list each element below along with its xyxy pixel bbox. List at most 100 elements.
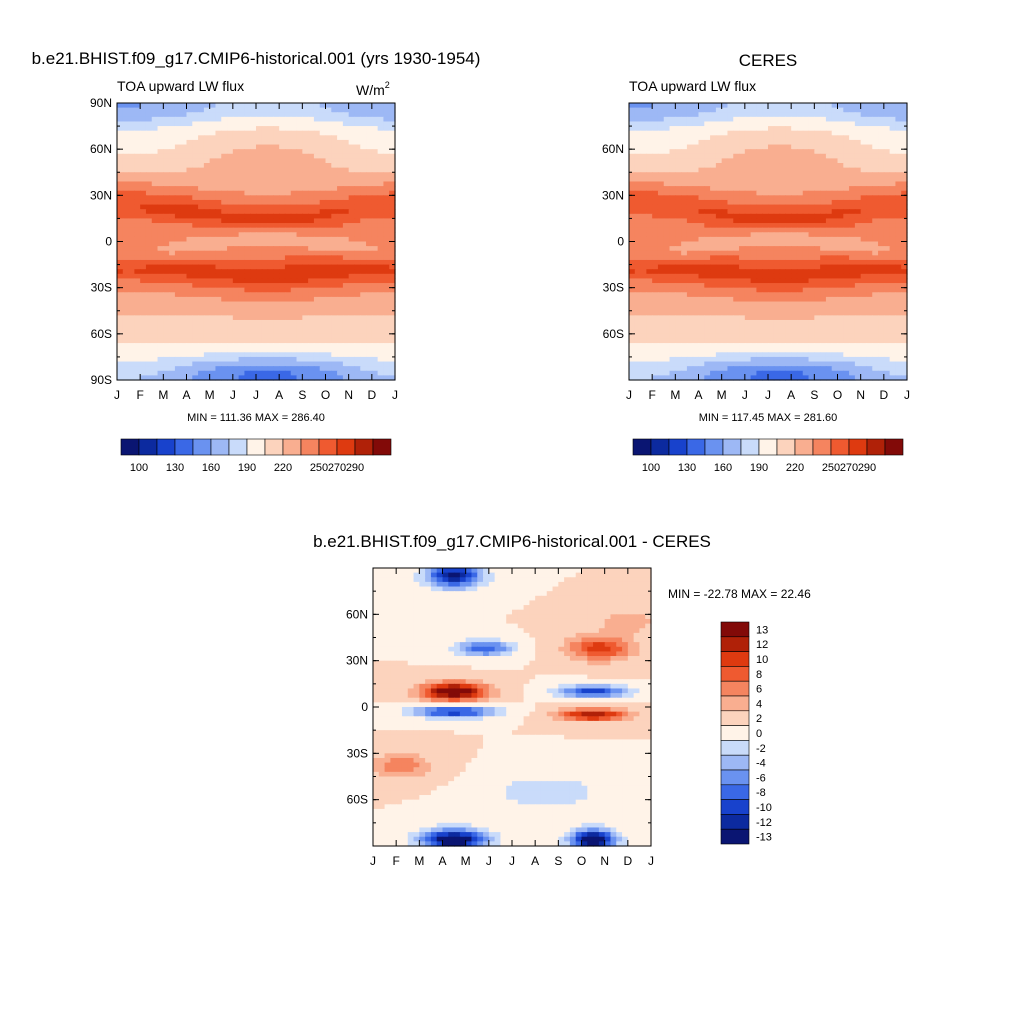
ceres-cell	[710, 139, 717, 146]
ceres-cell	[895, 273, 902, 280]
model-cell	[250, 163, 257, 169]
model-cell	[279, 158, 286, 164]
model-cell	[186, 107, 193, 113]
model-cell	[383, 361, 390, 367]
ceres-cell	[825, 218, 833, 224]
model-cell	[209, 250, 217, 256]
model-cell	[186, 236, 193, 243]
model-cell	[128, 135, 135, 141]
model-cell	[174, 199, 182, 206]
ceres-cell	[878, 236, 885, 243]
ceres-cell	[733, 112, 740, 118]
model-cell	[134, 296, 141, 303]
ceres-cell	[675, 181, 682, 187]
model-cell	[157, 149, 164, 155]
model-cell	[256, 343, 263, 349]
ceres-cell	[750, 213, 758, 220]
model-cell	[151, 269, 159, 275]
ceres-cell	[866, 246, 873, 252]
ceres-cell	[831, 153, 839, 159]
ceres-cell	[883, 292, 891, 298]
ceres-cell	[854, 236, 862, 243]
model-cell	[244, 259, 251, 266]
model-cell	[250, 186, 257, 192]
model-cell	[215, 255, 222, 261]
model-cell	[180, 241, 188, 247]
model-cell	[192, 130, 199, 136]
model-cell	[256, 232, 263, 238]
ceres-cell	[692, 167, 700, 173]
model-cell	[174, 209, 182, 215]
ceres-cell	[796, 209, 804, 215]
model-cell	[296, 255, 303, 261]
model-cell	[250, 199, 257, 206]
model-cell	[313, 186, 321, 192]
ceres-cell	[715, 241, 723, 247]
model-cell	[145, 264, 153, 270]
ceres-cell	[837, 116, 844, 123]
ceres-cell	[715, 158, 723, 164]
ceres-cell	[727, 121, 734, 127]
ceres-cell	[768, 135, 775, 141]
ceres-cell	[629, 158, 636, 164]
ceres-cell	[825, 130, 833, 136]
model-x-tick-label: A	[182, 388, 190, 402]
model-cell	[302, 163, 309, 169]
ceres-cell	[808, 116, 815, 123]
model-cell	[331, 167, 338, 173]
ceres-cell	[698, 204, 705, 210]
ceres-cell	[681, 190, 688, 196]
ceres-cell	[901, 287, 908, 293]
model-cell	[134, 283, 141, 289]
model-cell	[117, 190, 124, 196]
ceres-cell	[762, 112, 769, 118]
model-cell	[227, 319, 234, 326]
ceres-cell	[820, 139, 827, 146]
ceres-cell	[866, 209, 873, 215]
model-cell	[348, 144, 356, 150]
ceres-cell	[669, 264, 676, 270]
ceres-cell	[872, 190, 879, 196]
ceres-cell	[640, 144, 647, 150]
model-cell	[163, 213, 170, 220]
ceres-cell	[663, 144, 671, 150]
ceres-cell	[744, 167, 752, 173]
model-cell	[256, 186, 263, 192]
model-cell	[151, 232, 159, 238]
model-cell	[174, 144, 182, 150]
ceres-cell	[675, 149, 682, 155]
model-cell	[140, 338, 147, 344]
model-cell	[163, 241, 170, 247]
ceres-cell	[796, 195, 804, 201]
ceres-cell	[791, 213, 798, 220]
ceres-cell	[692, 213, 700, 220]
model-cell	[192, 333, 199, 340]
ceres-cell	[750, 181, 758, 187]
model-cell	[371, 144, 379, 150]
model-cell	[290, 315, 298, 321]
ceres-cell	[791, 241, 798, 247]
model-cell	[163, 250, 170, 256]
ceres-cell	[837, 209, 844, 215]
ceres-cell	[750, 172, 758, 178]
model-cell	[348, 324, 356, 330]
model-cell	[169, 135, 176, 141]
ceres-cell	[657, 107, 665, 113]
ceres-cell	[710, 246, 717, 252]
ceres-cell	[681, 241, 688, 247]
ceres-cell	[785, 287, 792, 293]
ceres-cell	[657, 190, 665, 196]
ceres-cell	[889, 292, 897, 298]
model-cell	[279, 126, 286, 132]
model-cell	[232, 246, 240, 252]
model-cell	[169, 172, 176, 178]
model-cell	[117, 296, 124, 303]
ceres-cell	[854, 172, 862, 178]
ceres-cell	[652, 241, 659, 247]
model-cell	[215, 333, 222, 340]
ceres-cell	[721, 158, 729, 164]
ceres-cell	[843, 144, 850, 150]
ceres-cell	[796, 176, 804, 183]
model-cell	[331, 366, 338, 372]
model-cell	[383, 370, 390, 376]
